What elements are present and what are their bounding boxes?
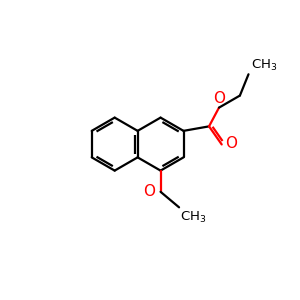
Text: O: O <box>143 184 155 199</box>
Text: O: O <box>213 91 225 106</box>
Text: CH$_3$: CH$_3$ <box>180 210 207 225</box>
Text: CH$_3$: CH$_3$ <box>251 57 277 73</box>
Text: O: O <box>226 136 238 152</box>
